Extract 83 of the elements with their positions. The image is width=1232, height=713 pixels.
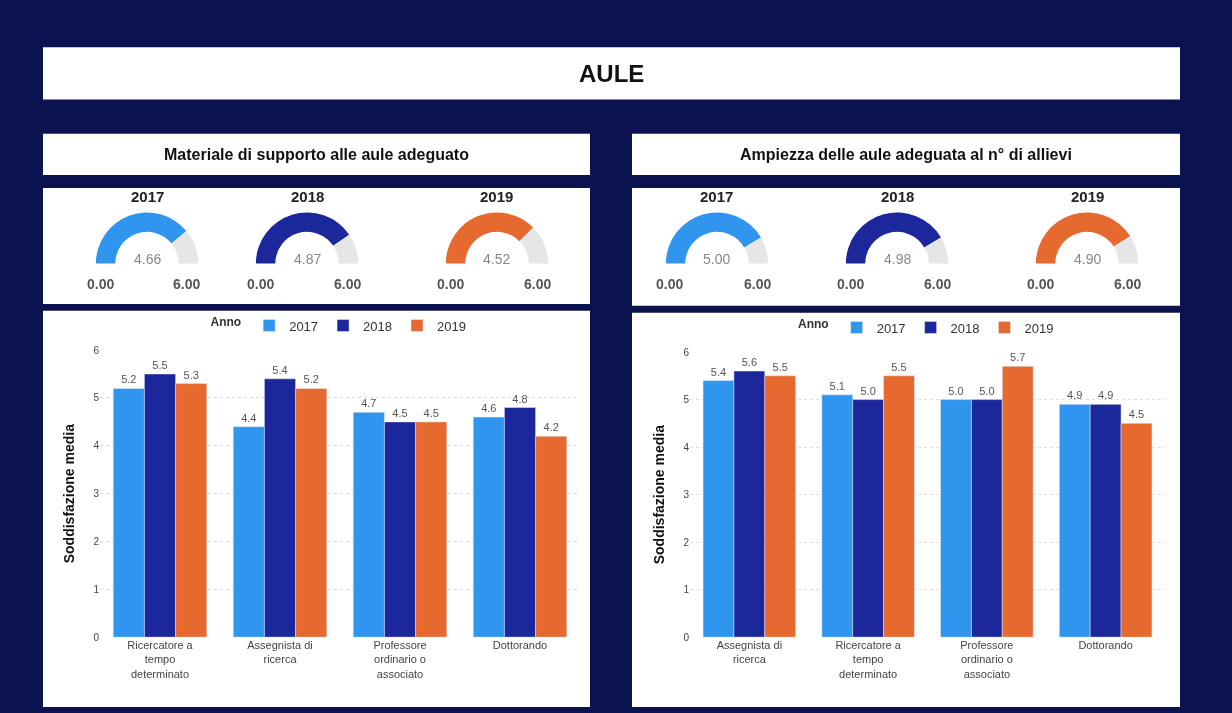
text: 6.00: [924, 276, 952, 292]
chart-title: 2018: [881, 188, 915, 205]
chart-title: 2017: [700, 188, 734, 205]
y-tick-label: 0: [93, 631, 100, 643]
data-label: 5.5: [891, 360, 907, 373]
legend-label: 2017: [876, 320, 906, 336]
y-tick-label: 0: [683, 631, 690, 643]
text: Ampiezza delle aule adeguata al n° di allievi: [740, 146, 1072, 163]
y-tick-label: 3: [93, 488, 100, 500]
x-tick-label: Assegnista di ricerca: [716, 639, 783, 666]
y-tick-label: 2: [93, 536, 100, 547]
y-tick-label: 6: [683, 346, 690, 358]
text: 0.00: [1027, 276, 1055, 292]
text: 6.00: [524, 276, 552, 292]
data-label: 5.2: [303, 373, 319, 386]
x-tick-label: Professore ordinario o associato: [960, 639, 1014, 680]
text: 4.90: [1074, 251, 1102, 267]
text: 4.87: [294, 251, 322, 267]
chart-title: 2019: [480, 188, 514, 205]
legend-label: 2017: [289, 318, 319, 334]
text: 4.52: [483, 251, 511, 267]
y-tick-label: 6: [93, 344, 100, 356]
x-tick-label: Dottorando: [1078, 639, 1133, 652]
data-label: 5.2: [121, 373, 137, 386]
data-label: 4.6: [481, 402, 497, 415]
x-tick-label: Assegnista di ricerca: [247, 639, 313, 666]
legend-title: Anno: [798, 317, 829, 332]
x-tick-label: Ricercatore a tempo determinato: [835, 639, 902, 680]
y-tick-label: 4: [93, 440, 100, 452]
data-label: 5.4: [710, 365, 727, 378]
data-label: 4.9: [1097, 389, 1114, 402]
text: 4.98: [884, 251, 912, 267]
x-tick-label: Ricercatore a tempo determinato: [127, 639, 194, 680]
legend-label: 2019: [1024, 320, 1054, 336]
y-axis-title: Soddisfazione media: [651, 424, 668, 565]
data-label: 5.5: [152, 359, 168, 372]
text: 0.00: [87, 276, 115, 292]
legend-title: Anno: [210, 315, 242, 330]
data-label: 5.0: [860, 384, 876, 397]
text: 4.66: [134, 251, 162, 267]
data-label: 4.7: [361, 397, 377, 410]
data-label: 4.2: [543, 421, 559, 434]
text: AULE: [579, 60, 645, 87]
y-tick-label: 1: [93, 583, 100, 595]
data-label: 5.5: [772, 360, 788, 373]
data-label: 5.6: [741, 356, 758, 369]
data-label: 5.4: [272, 363, 288, 376]
text: 5.00: [703, 251, 731, 267]
data-label: 4.5: [423, 406, 439, 419]
legend-label: 2018: [363, 318, 392, 334]
text: 0.00: [247, 276, 275, 292]
data-label: 4.4: [241, 411, 257, 424]
y-tick-label: 5: [93, 392, 100, 404]
text: 0.00: [656, 276, 684, 292]
text: 6.00: [1114, 276, 1142, 292]
data-label: 4.5: [392, 406, 408, 419]
y-tick-label: 2: [683, 536, 690, 548]
data-label: 4.8: [512, 392, 528, 405]
data-label: 5.1: [829, 379, 845, 392]
text: 6.00: [334, 276, 362, 292]
legend-label: 2018: [950, 320, 980, 336]
data-label: 5.0: [979, 384, 995, 397]
text: Materiale di supporto alle aule adeguato: [164, 146, 470, 163]
data-label: 5.7: [1010, 351, 1026, 364]
y-tick-label: 4: [683, 441, 690, 453]
data-label: 5.3: [183, 368, 199, 381]
chart-title: 2019: [1071, 188, 1105, 205]
chart-title: 2018: [291, 188, 325, 205]
text: 0.00: [437, 276, 465, 292]
text: 6.00: [744, 276, 772, 292]
text: 6.00: [173, 276, 201, 292]
text: 0.00: [837, 276, 865, 292]
y-tick-label: 1: [683, 584, 690, 596]
data-label: 4.9: [1067, 389, 1083, 402]
chart-title: 2017: [131, 188, 165, 205]
data-label: 5.0: [948, 384, 964, 397]
legend-label: 2019: [437, 318, 466, 334]
data-label: 4.5: [1128, 408, 1145, 421]
x-tick-label: Professore ordinario o associato: [373, 639, 427, 680]
x-tick-label: Dottorando: [492, 639, 548, 652]
y-tick-label: 5: [683, 394, 690, 406]
y-tick-label: 3: [683, 489, 690, 501]
y-axis-title: Soddisfazione media: [61, 423, 78, 564]
